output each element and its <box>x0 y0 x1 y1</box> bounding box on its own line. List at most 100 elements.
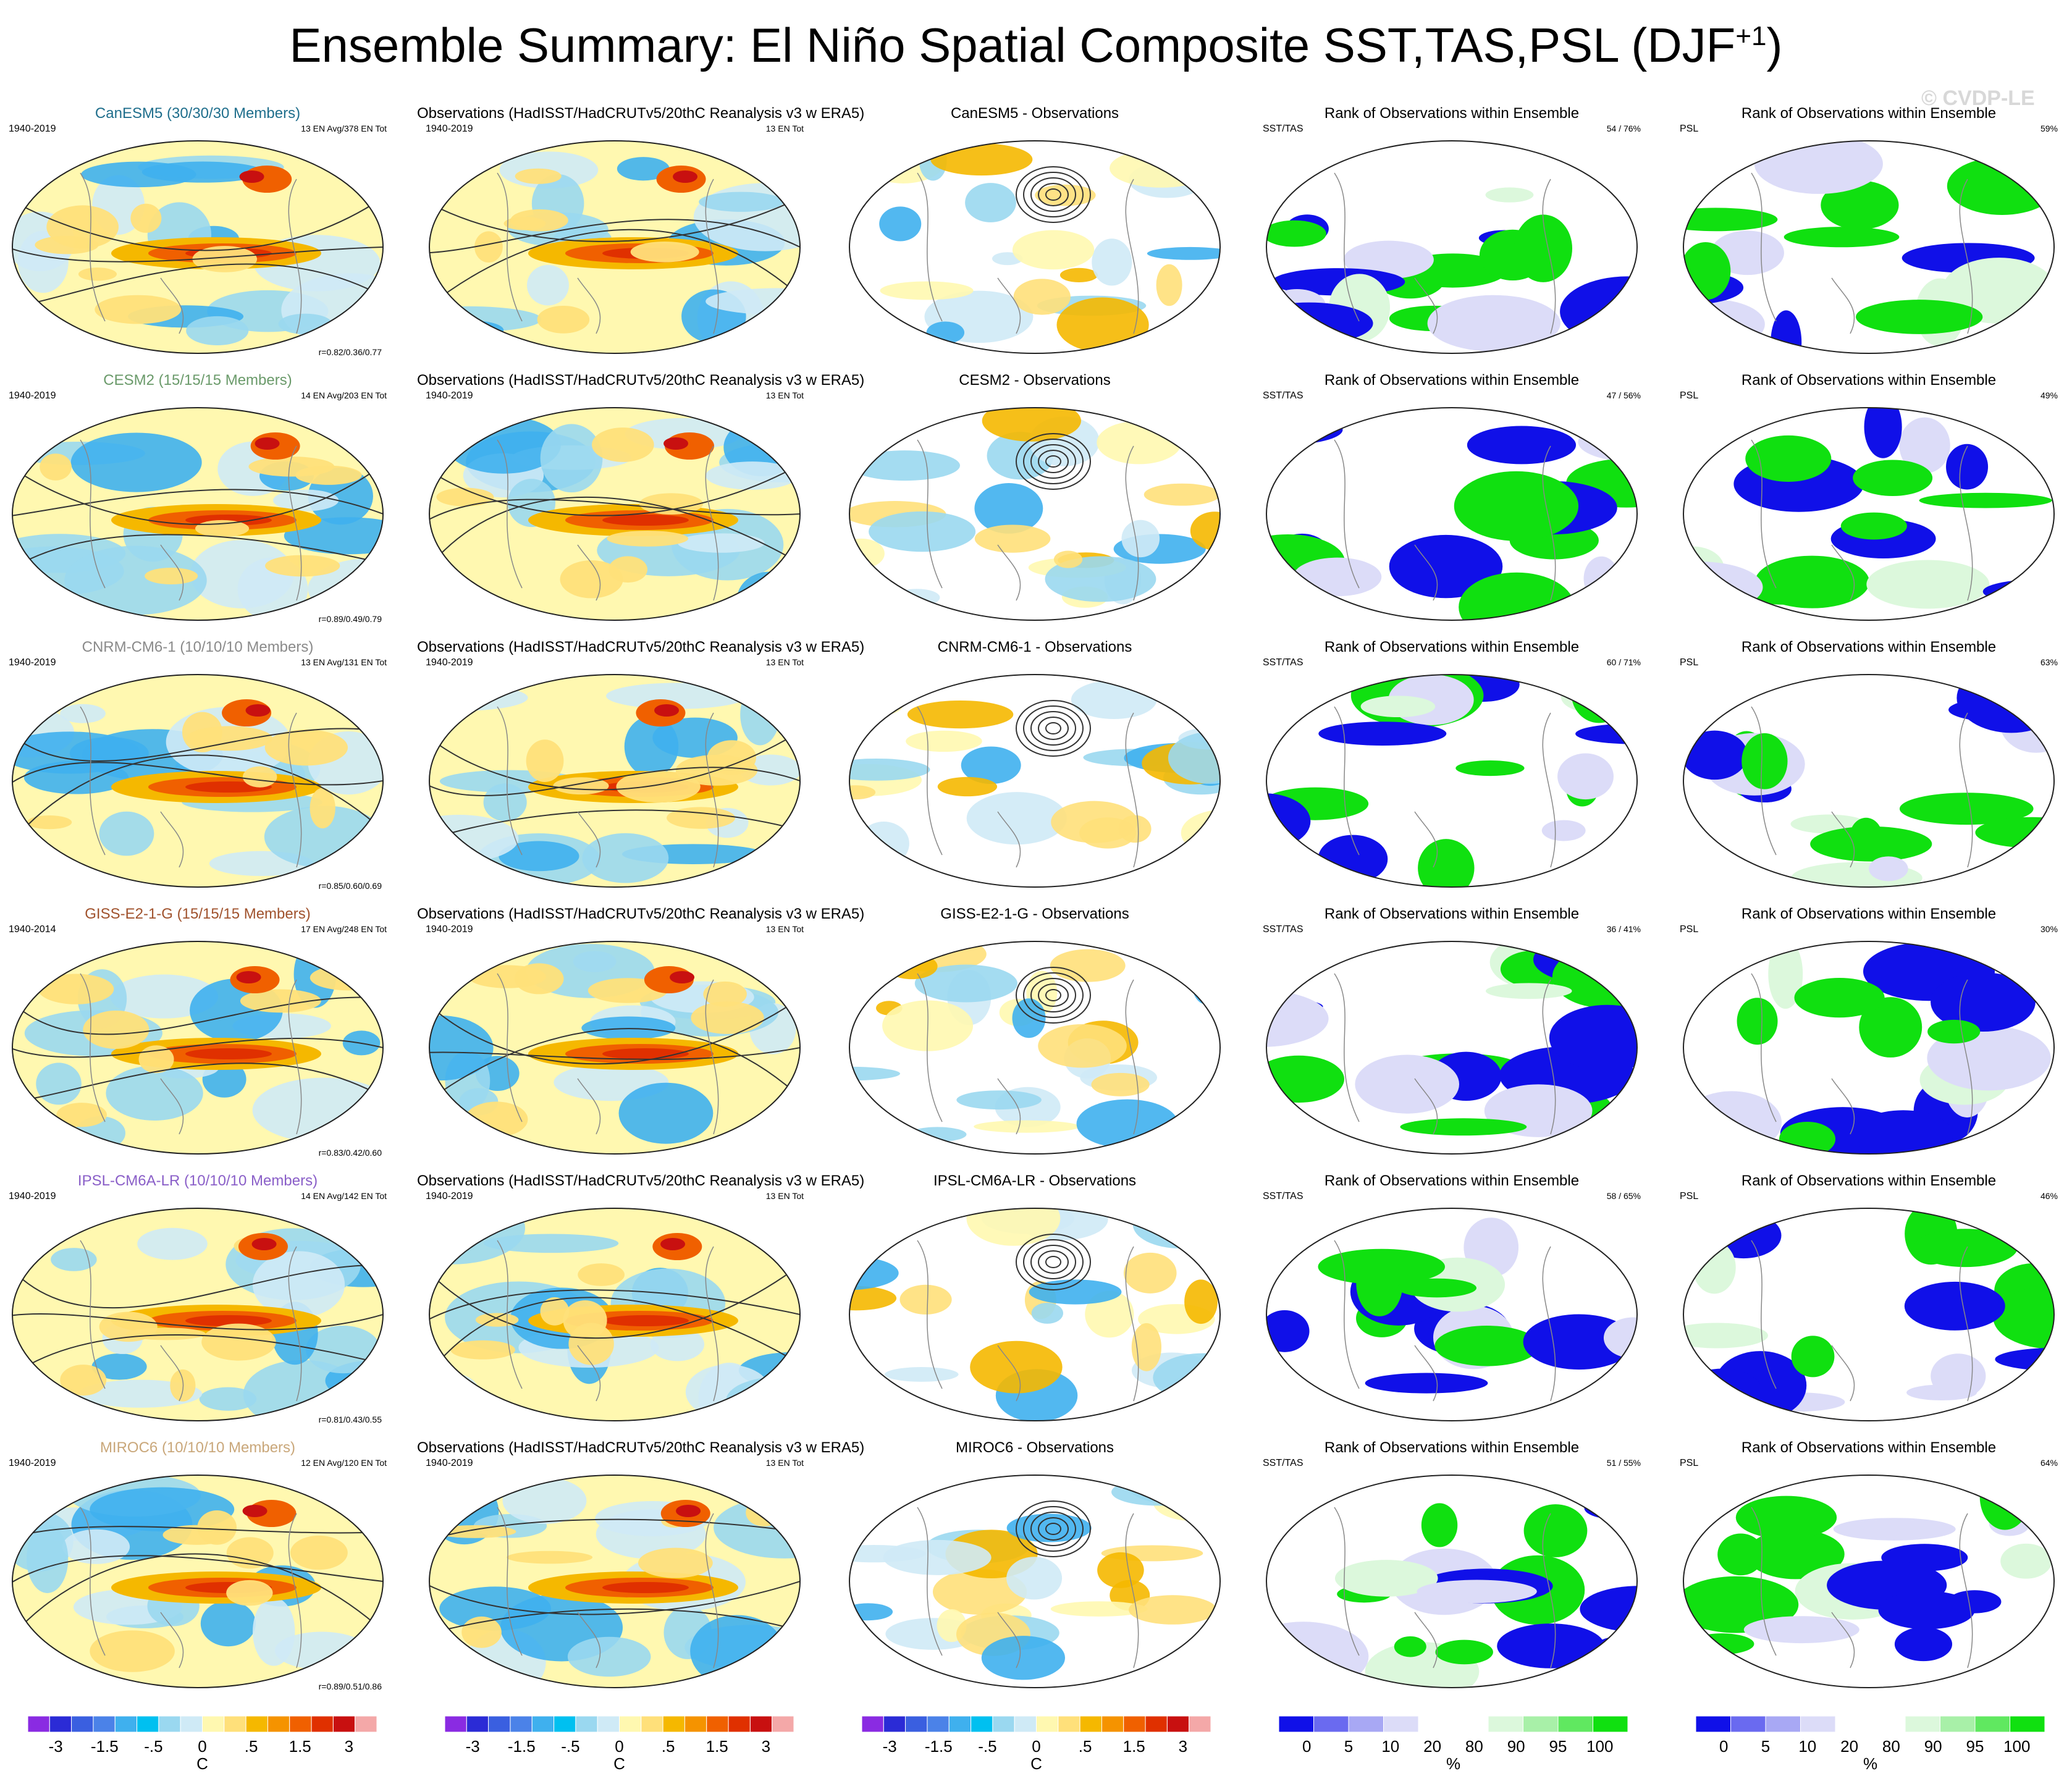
map-diff <box>849 1475 1221 1688</box>
colorbar-swatch <box>1123 1715 1146 1733</box>
colorbar-swatch <box>1730 1715 1766 1733</box>
map-rank <box>1266 407 1638 621</box>
colorbar-tick-label: -3 <box>48 1737 63 1756</box>
map-temp <box>12 1208 384 1421</box>
colorbar-tick-label: 3 <box>761 1737 771 1756</box>
colorbar-tick-label: .5 <box>1078 1737 1092 1756</box>
panel-period: 1940-2019 <box>426 390 473 401</box>
colorbar-swatch <box>71 1715 94 1733</box>
colorbar-tick-label: -3 <box>465 1737 480 1756</box>
colorbar: -3 -1.5 -.5 0 .5 1.5 3 C <box>27 1715 377 1784</box>
colorbar-swatches <box>27 1715 377 1733</box>
rank-sst-panel: Rank of Observations within Ensemble SST/… <box>1254 639 1649 898</box>
colorbar-swatches <box>1278 1715 1628 1733</box>
colorbar-swatch <box>1870 1715 1906 1733</box>
panel-title: Rank of Observations within Ensemble <box>1324 1172 1580 1189</box>
colorbar-tick-label: 3 <box>1178 1737 1188 1756</box>
colorbar-tick-label: 0 <box>198 1737 207 1756</box>
panel-count: 64% <box>2040 1458 2058 1468</box>
colorbar-swatch <box>1101 1715 1124 1733</box>
map-rank <box>1683 1208 2055 1421</box>
panel-count: 13 EN Avg/378 EN Tot <box>301 124 387 133</box>
panel-period: PSL <box>1680 390 1699 401</box>
model-panel: MIROC6 (10/10/10 Members) 1940-2019 12 EN … <box>0 1439 395 1699</box>
colorbar-swatch <box>861 1715 884 1733</box>
panel-period: 1940-2014 <box>9 924 56 935</box>
rank-psl-panel: Rank of Observations within Ensemble PSL 5… <box>1671 105 2066 364</box>
panel-count: 17 EN Avg/248 EN Tot <box>301 924 387 934</box>
map-temp <box>12 407 384 621</box>
panel-count: 49% <box>2040 390 2058 400</box>
panel-count: 36 / 41% <box>1606 924 1641 934</box>
colorbar-tick-label: 80 <box>1882 1737 1900 1756</box>
panel-title: CanESM5 (30/30/30 Members) <box>95 105 301 122</box>
panel-period: 1940-2019 <box>426 924 473 935</box>
colorbar-swatch <box>662 1715 685 1733</box>
colorbar-tick-label: 95 <box>1966 1737 1984 1756</box>
colorbar-swatch <box>948 1715 972 1733</box>
panel-title: MIROC6 - Observations <box>955 1439 1114 1456</box>
colorbar-tick-label: 20 <box>1423 1737 1442 1756</box>
obs-panel: Observations (HadISST/HadCRUTv5/20thC Re… <box>417 372 865 631</box>
map-temp <box>12 140 384 354</box>
rank-psl-panel: Rank of Observations within Ensemble PSL 6… <box>1671 1439 2066 1699</box>
colorbar-swatch <box>49 1715 72 1733</box>
panel-title: CESM2 - Observations <box>959 372 1111 389</box>
colorbar-swatch <box>706 1715 729 1733</box>
colorbar-swatch <box>883 1715 906 1733</box>
panel-period: PSL <box>1680 1458 1699 1468</box>
diff-panel: MIROC6 - Observations <box>837 1439 1232 1699</box>
colorbar-swatch <box>1079 1715 1102 1733</box>
colorbar-tick-label: 80 <box>1465 1737 1483 1756</box>
panel-title: Rank of Observations within Ensemble <box>1741 372 1997 389</box>
colorbar-swatch <box>311 1715 334 1733</box>
panel-title: CESM2 (15/15/15 Members) <box>103 372 292 389</box>
diff-panel: IPSL-CM6A-LR - Observations <box>837 1172 1232 1432</box>
map-temp <box>12 674 384 888</box>
colorbar-swatch <box>1145 1715 1168 1733</box>
pattern-correlation: r=0.89/0.49/0.79 <box>318 614 382 624</box>
panel-period: 1940-2019 <box>9 1191 56 1201</box>
rank-psl-panel: Rank of Observations within Ensemble PSL 4… <box>1671 372 2066 631</box>
map-diff <box>849 941 1221 1155</box>
map-rank <box>1683 674 2055 888</box>
diff-panel: CESM2 - Observations <box>837 372 1232 631</box>
pattern-correlation: r=0.89/0.51/0.86 <box>318 1681 382 1691</box>
colorbar-swatches <box>444 1715 794 1733</box>
colorbar-swatch <box>510 1715 533 1733</box>
colorbar-swatches <box>1695 1715 2045 1733</box>
colorbar-swatch <box>1189 1715 1211 1733</box>
colorbar-swatch <box>619 1715 642 1733</box>
diff-panel: CanESM5 - Observations <box>837 105 1232 364</box>
panel-title: Rank of Observations within Ensemble <box>1741 906 1997 922</box>
colorbar-tick-label: 0 <box>1302 1737 1312 1756</box>
rank-sst-panel: Rank of Observations within Ensemble SST/… <box>1254 1172 1649 1432</box>
panel-title: GISS-E2-1-G - Observations <box>940 906 1129 922</box>
colorbar-swatch <box>137 1715 159 1733</box>
panel-title: Observations (HadISST/HadCRUTv5/20thC Re… <box>417 372 865 389</box>
colorbar-swatch <box>1036 1715 1059 1733</box>
colorbar-tick-label: -.5 <box>144 1737 163 1756</box>
panel-title: Rank of Observations within Ensemble <box>1741 1439 1997 1456</box>
colorbar-swatches <box>861 1715 1211 1733</box>
colorbar-swatch <box>1383 1715 1419 1733</box>
colorbar-tick-label: 0 <box>615 1737 624 1756</box>
colorbar-tick-label: 10 <box>1798 1737 1817 1756</box>
colorbar-swatch <box>1348 1715 1384 1733</box>
panel-period: SST/TAS <box>1263 1191 1303 1201</box>
panel-count: 59% <box>2040 124 2058 133</box>
panel-title: Rank of Observations within Ensemble <box>1324 1439 1580 1456</box>
panel-period: 1940-2019 <box>426 124 473 134</box>
colorbar-swatch <box>444 1715 467 1733</box>
panel-count: 13 EN Tot <box>765 124 804 133</box>
panel-count: 13 EN Tot <box>765 1191 804 1201</box>
panel-period: 1940-2019 <box>426 657 473 668</box>
colorbar-swatch <box>1800 1715 1836 1733</box>
colorbar-swatch <box>597 1715 620 1733</box>
rank-psl-panel: Rank of Observations within Ensemble PSL 6… <box>1671 639 2066 898</box>
obs-panel: Observations (HadISST/HadCRUTv5/20thC Re… <box>417 105 864 364</box>
pattern-correlation: r=0.83/0.42/0.60 <box>318 1148 382 1158</box>
colorbar-tick-label: 5 <box>1761 1737 1771 1756</box>
colorbar-tick-label: 1.5 <box>288 1737 311 1756</box>
panel-title: Observations (HadISST/HadCRUTv5/20thC Re… <box>417 906 865 922</box>
